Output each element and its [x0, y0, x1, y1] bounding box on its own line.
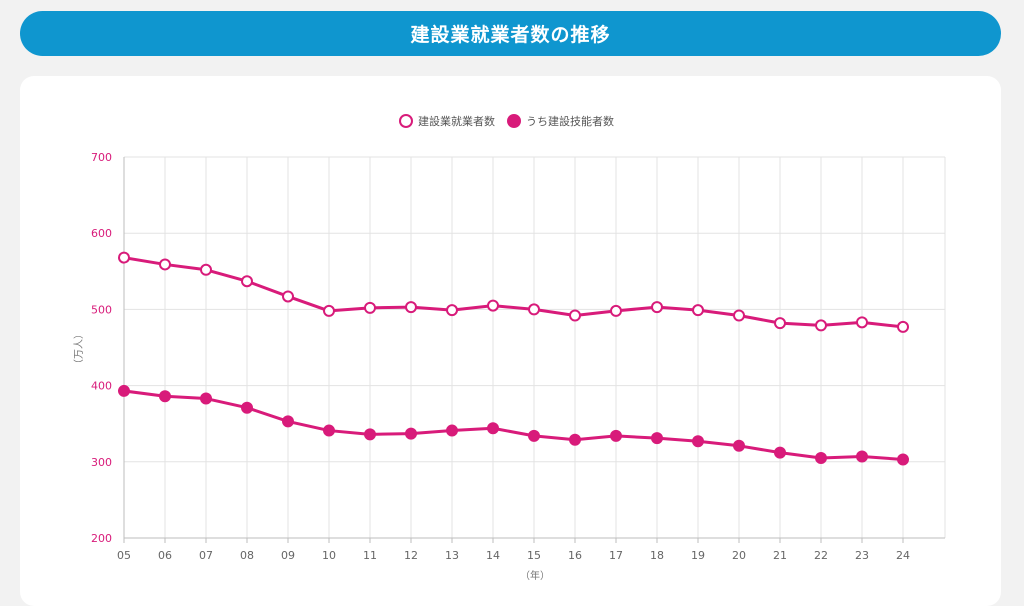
legend-marker-2[interactable] — [507, 114, 521, 128]
x-tick-label: 06 — [158, 549, 172, 562]
page-title: 建設業就業者数の推移 — [410, 24, 611, 46]
x-tick-label: 22 — [814, 549, 828, 562]
data-point[interactable] — [241, 275, 253, 288]
data-point[interactable] — [241, 401, 253, 414]
data-point[interactable] — [815, 451, 827, 464]
data-point[interactable] — [446, 304, 458, 317]
data-point[interactable] — [200, 392, 212, 405]
series-line-2 — [123, 389, 904, 462]
legend-marker-1[interactable] — [399, 114, 413, 128]
x-tick-label: 20 — [732, 549, 746, 562]
y-tick-label: 600 — [91, 227, 112, 240]
data-point[interactable] — [733, 439, 745, 452]
data-point[interactable] — [364, 428, 376, 441]
legend-label-2[interactable]: うち建設技能者数 — [526, 114, 614, 128]
x-axis-label: （年） — [520, 569, 550, 582]
legend-label-1[interactable]: 建設業就業者数 — [418, 114, 495, 128]
line-chart: 200 300 400 500 600 700 05 06 07 08 09 10 11 12 13 14 15… — [73, 114, 946, 582]
data-point[interactable] — [200, 263, 212, 276]
data-point[interactable] — [733, 309, 745, 322]
x-tick-label: 19 — [691, 549, 705, 562]
data-point[interactable] — [528, 429, 540, 442]
data-point[interactable] — [651, 432, 663, 445]
x-tick-label: 12 — [404, 549, 418, 562]
data-point[interactable] — [323, 304, 335, 317]
data-point[interactable] — [610, 304, 622, 317]
data-point[interactable] — [159, 258, 171, 271]
data-point[interactable] — [569, 309, 581, 322]
x-tick-label: 05 — [117, 549, 131, 562]
chart-series — [118, 251, 909, 466]
x-tick-label: 13 — [445, 549, 459, 562]
x-tick-label: 18 — [650, 549, 664, 562]
data-point[interactable] — [528, 303, 540, 316]
x-tick-label: 17 — [609, 549, 623, 562]
data-point[interactable] — [897, 320, 909, 333]
chart-card — [20, 76, 1001, 606]
x-tick-label: 16 — [568, 549, 582, 562]
y-tick-label: 300 — [91, 456, 112, 469]
x-tick-label: 14 — [486, 549, 500, 562]
data-point[interactable] — [692, 304, 704, 317]
data-point[interactable] — [610, 429, 622, 442]
data-point[interactable] — [651, 301, 663, 314]
x-tick-label: 15 — [527, 549, 541, 562]
x-tick-label: 08 — [240, 549, 254, 562]
y-tick-label: 200 — [91, 532, 112, 545]
data-point[interactable] — [692, 435, 704, 448]
data-point[interactable] — [774, 446, 786, 459]
data-point[interactable] — [815, 319, 827, 332]
x-tick-label: 21 — [773, 549, 787, 562]
y-tick-label: 400 — [91, 380, 112, 393]
chart-grid — [123, 156, 946, 539]
x-tick-label: 07 — [199, 549, 213, 562]
y-axis-label: （万人） — [73, 329, 85, 369]
title-banner: 建設業就業者数の推移 — [20, 11, 1001, 56]
data-point[interactable] — [856, 450, 868, 463]
x-tick-label: 11 — [363, 549, 377, 562]
y-tick-label: 700 — [91, 151, 112, 164]
data-point[interactable] — [118, 384, 130, 397]
x-tick-label: 23 — [855, 549, 869, 562]
data-point[interactable] — [569, 433, 581, 446]
data-point[interactable] — [897, 453, 909, 466]
data-point[interactable] — [487, 422, 499, 435]
data-point[interactable] — [282, 290, 294, 303]
data-point[interactable] — [856, 316, 868, 329]
x-tick-label: 09 — [281, 549, 295, 562]
x-tick-label: 24 — [896, 549, 910, 562]
chart-axes: 200 300 400 500 600 700 05 06 07 08 09 10 11 12 13 14 15… — [91, 151, 945, 562]
data-point[interactable] — [323, 424, 335, 437]
data-point[interactable] — [118, 251, 130, 264]
data-point[interactable] — [405, 301, 417, 314]
x-tick-label: 10 — [322, 549, 336, 562]
chart-legend[interactable]: 建設業就業者数 うち建設技能者数 — [399, 114, 614, 128]
data-point[interactable] — [774, 317, 786, 330]
data-point[interactable] — [487, 299, 499, 312]
data-point[interactable] — [364, 301, 376, 314]
data-point[interactable] — [282, 415, 294, 428]
data-point[interactable] — [405, 427, 417, 440]
data-point[interactable] — [159, 390, 171, 403]
series-line-1 — [123, 256, 904, 329]
data-point[interactable] — [446, 424, 458, 437]
y-tick-label: 500 — [91, 303, 112, 316]
